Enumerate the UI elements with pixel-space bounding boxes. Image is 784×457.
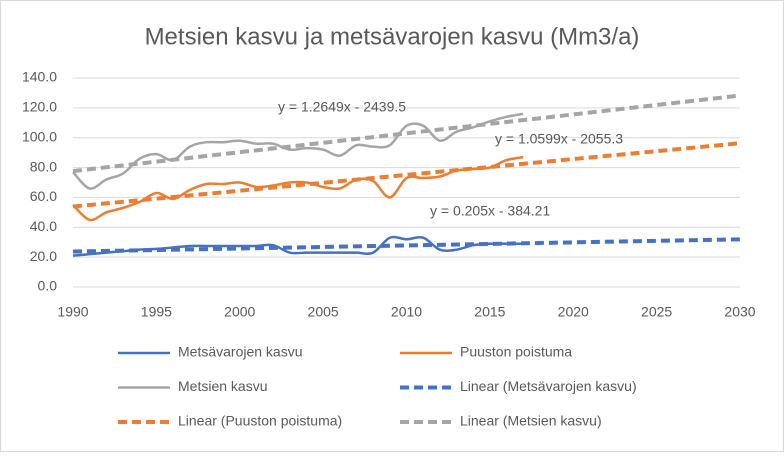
y-tick-label: 100.0 xyxy=(22,128,57,144)
y-tick-label: 120.0 xyxy=(22,99,57,115)
x-tick-label: 2030 xyxy=(724,304,755,320)
y-tick-label: 0.0 xyxy=(38,278,58,294)
x-tick-label: 2015 xyxy=(474,304,505,320)
x-tick-label: 1990 xyxy=(57,304,88,320)
legend-label: Metsävarojen kasvu xyxy=(178,344,303,360)
trendline-equation: y = 1.0599x - 2055.3 xyxy=(495,131,623,147)
legend-label: Metsien kasvu xyxy=(178,378,267,394)
x-tick-label: 2000 xyxy=(224,304,255,320)
y-tick-label: 20.0 xyxy=(30,248,57,264)
chart-title: Metsien kasvu ja metsävarojen kasvu (Mm3… xyxy=(145,23,640,50)
legend-label: Linear (Metsien kasvu) xyxy=(460,413,602,429)
x-tick-label: 1995 xyxy=(141,304,172,320)
series-line xyxy=(72,155,524,222)
trendline-equation: y = 1.2649x - 2439.5 xyxy=(278,99,406,115)
series-line xyxy=(72,112,524,190)
x-tick-label: 2010 xyxy=(391,304,422,320)
x-tick-label: 2025 xyxy=(641,304,672,320)
y-tick-label: 60.0 xyxy=(30,188,57,204)
x-tick-label: 2005 xyxy=(308,304,339,320)
legend-label: Linear (Puuston poistuma) xyxy=(178,413,342,429)
trendline-equation: y = 0.205x - 384.21 xyxy=(430,203,550,219)
y-tick-label: 140.0 xyxy=(22,69,57,85)
legend-label: Puuston poistuma xyxy=(460,344,572,360)
y-tick-label: 40.0 xyxy=(30,218,57,234)
y-tick-label: 80.0 xyxy=(30,158,57,174)
legend-label: Linear (Metsävarojen kasvu) xyxy=(460,378,637,394)
x-tick-label: 2020 xyxy=(558,304,589,320)
series-line xyxy=(72,235,524,257)
